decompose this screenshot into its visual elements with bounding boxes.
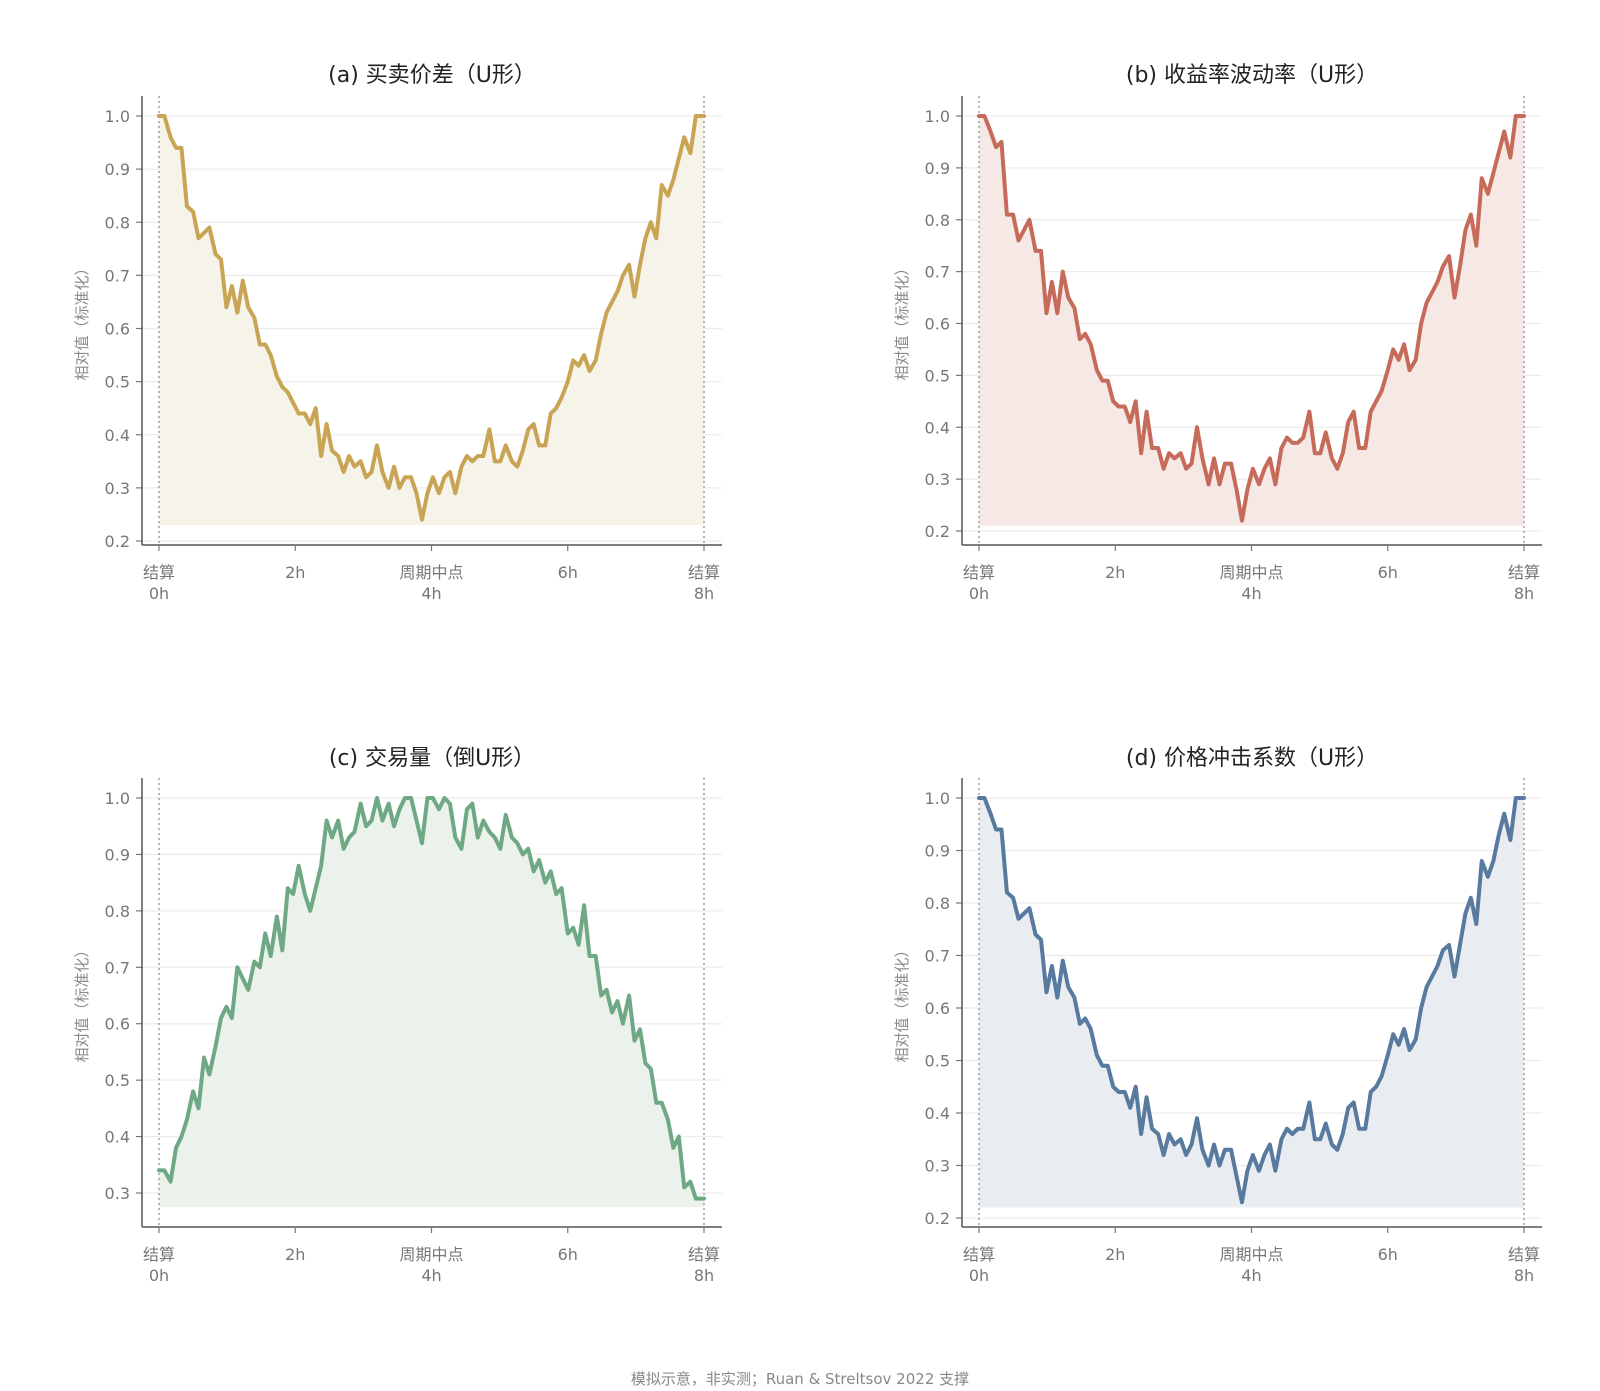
y-tick-label: 0.5 [105,373,130,392]
series-area [979,798,1524,1208]
series-line [157,114,706,522]
x-tick-label: 结算 [688,563,720,582]
x-tick-label: 0h [149,1266,169,1285]
y-tick-label: 0.4 [925,1104,950,1123]
x-tick-label: 0h [149,584,169,603]
series-area [159,116,704,526]
y-tick-label: 1.0 [105,789,130,808]
x-tick-label: 8h [1514,1266,1534,1285]
x-tick-label: 6h [558,563,578,582]
y-tick-label: 0.8 [925,211,950,230]
y-tick-label: 1.0 [105,107,130,126]
x-tick-label: 4h [421,584,441,603]
y-tick-label: 1.0 [925,789,950,808]
x-tick-label: 4h [1241,1266,1261,1285]
y-tick-label: 0.6 [925,999,950,1018]
x-tick-label: 2h [1105,563,1125,582]
x-tick-label: 周期中点 [1219,563,1283,582]
y-tick-label: 0.2 [925,1209,950,1228]
chart-title: (d) 价格冲击系数（U形） [1126,746,1378,771]
x-tick-label: 结算 [143,563,175,582]
chart-panel-3: (c) 交易量（倒U形） 0.3 0.4 0.5 0.6 0.7 0.8 0.9 1.0 结算 0h… [73,746,722,1285]
y-tick-label: 0.9 [925,842,950,861]
y-tick-label: 0.9 [925,159,950,178]
y-tick-label: 0.7 [105,266,130,285]
y-tick-label: 0.3 [105,479,130,498]
x-tick-label: 结算 [1508,563,1540,582]
y-tick-label: 0.9 [105,160,130,179]
chart-panel-1: (a) 买卖价差（U形） 0.2 0.3 0.4 0.5 0.6 0.7 0.8 0.9 1.0 结… [73,63,722,603]
y-tick-label: 0.6 [105,320,130,339]
x-tick-label: 4h [1241,584,1261,603]
series-line [157,796,706,1201]
x-tick-label: 结算 [963,1245,995,1264]
x-tick-label: 8h [694,1266,714,1285]
x-tick-label: 0h [969,584,989,603]
y-tick-label: 0.3 [925,1157,950,1176]
x-tick-label: 结算 [688,1245,720,1264]
chart-panel-2: (b) 收益率波动率（U形） 0.2 0.3 0.4 0.5 0.6 0.7 0.8 0.9 1.… [893,63,1542,603]
chart-panel-4: (d) 价格冲击系数（U形） 0.2 0.3 0.4 0.5 0.6 0.7 0.8 0.9 1.… [893,746,1542,1285]
y-axis-label: 相对值（标准化） [893,260,911,380]
x-tick-label: 2h [285,1245,305,1264]
x-tick-label: 2h [1105,1245,1125,1264]
x-tick-label: 6h [1378,1245,1398,1264]
x-tick-label: 8h [1514,584,1534,603]
y-axis-label: 相对值（标准化） [73,942,91,1062]
x-tick-label: 2h [285,563,305,582]
y-tick-label: 0.7 [925,947,950,966]
y-tick-label: 0.5 [925,366,950,385]
y-tick-label: 0.8 [105,213,130,232]
chart-title: (b) 收益率波动率（U形） [1126,63,1378,88]
series-area [979,116,1524,526]
y-tick-label: 0.7 [925,263,950,282]
y-tick-label: 1.0 [925,107,950,126]
y-tick-label: 0.6 [925,315,950,334]
y-tick-label: 0.9 [105,845,130,864]
footer-note: 模拟示意，非实测；Ruan & Streltsov 2022 支撑 [631,1370,969,1388]
chart-title: (a) 买卖价差（U形） [328,63,536,88]
x-tick-label: 结算 [143,1245,175,1264]
x-tick-label: 结算 [1508,1245,1540,1264]
series-line [977,796,1526,1205]
x-tick-label: 0h [969,1266,989,1285]
x-tick-label: 结算 [963,563,995,582]
series-line [977,114,1526,523]
x-tick-label: 4h [421,1266,441,1285]
y-tick-label: 0.4 [105,1128,130,1147]
y-tick-label: 0.8 [925,894,950,913]
x-tick-label: 周期中点 [399,1245,463,1264]
y-tick-label: 0.3 [925,470,950,489]
x-tick-label: 周期中点 [399,563,463,582]
y-tick-label: 0.8 [105,902,130,921]
y-tick-label: 0.5 [925,1052,950,1071]
y-tick-label: 0.6 [105,1015,130,1034]
y-tick-label: 0.2 [925,522,950,541]
chart-title: (c) 交易量（倒U形） [329,746,535,771]
y-axis-label: 相对值（标准化） [73,260,91,380]
y-tick-label: 0.4 [105,426,130,445]
series-area [159,798,704,1208]
y-tick-label: 0.5 [105,1071,130,1090]
x-tick-label: 周期中点 [1219,1245,1283,1264]
x-tick-label: 6h [558,1245,578,1264]
y-tick-label: 0.4 [925,418,950,437]
y-axis-label: 相对值（标准化） [893,942,911,1062]
y-tick-label: 0.7 [105,958,130,977]
x-tick-label: 6h [1378,563,1398,582]
x-tick-label: 8h [694,584,714,603]
y-tick-label: 0.2 [105,532,130,551]
y-tick-label: 0.3 [105,1184,130,1203]
